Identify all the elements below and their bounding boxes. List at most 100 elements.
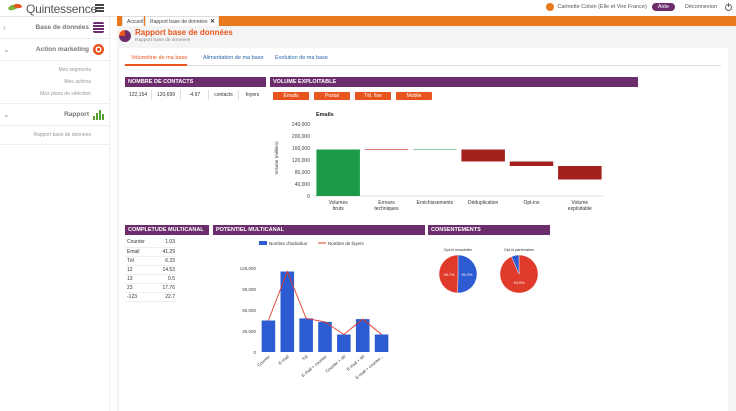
target-icon	[93, 44, 104, 55]
pie-partenaires-slice	[511, 254, 520, 275]
sidebar: › Base de données ⌄ Action marketing Mes…	[0, 17, 110, 411]
row-label: Counter	[125, 238, 155, 248]
row-label: 13	[125, 274, 155, 284]
bar	[280, 271, 295, 352]
y-tick-label: 0	[253, 350, 256, 355]
y-tick-label: 30,000	[242, 329, 256, 334]
y-tick-label: 120,000	[292, 158, 310, 164]
subtab-alimentation[interactable]: Alimentation de ma base	[203, 55, 264, 61]
consent-pies: Opt-in newsletter 49.7% 50.3% Opt-in parten…	[438, 248, 539, 294]
chevron-down-icon: ⌄	[3, 110, 10, 119]
waterfall-bar	[461, 149, 505, 162]
page-header: Rapport base de données Rapport base de …	[117, 26, 736, 46]
sidebar-item-action-marketing[interactable]: ⌄ Action marketing	[0, 39, 109, 61]
chip-emails[interactable]: Emails	[273, 92, 309, 100]
y-tick-label: 60,000	[242, 308, 256, 313]
table-row: 12 14.53	[125, 265, 177, 275]
contacts-values: 122,154 120,699 -4.97 contacts foyers	[125, 90, 266, 100]
panel-header-completude: COMPLETUDE MULTICANAL	[125, 225, 209, 235]
pie-title: Opt-in partenaires	[504, 248, 534, 252]
page-title: Rapport base de données	[135, 28, 233, 37]
pie-newsletter-slice	[438, 254, 459, 294]
potentiel-chart: Nombre d'individus Nombre de foyers 0 30,00…	[240, 241, 389, 380]
pie-label: 93.5%	[514, 281, 525, 285]
tab-rapport[interactable]: Rapport base de données ✕	[145, 16, 219, 26]
row-value: 0.5	[154, 274, 177, 284]
waterfall-bar	[558, 166, 602, 180]
sidebar-item-rapport[interactable]: ⌄ Rapport	[0, 104, 109, 126]
app-logo[interactable]: Quintessence	[6, 1, 97, 16]
y-tick-label: 40,000	[295, 182, 311, 188]
legend-label: Nombre d'individus	[269, 241, 308, 246]
x-tick-label: E-mail	[277, 354, 290, 366]
pie-label: 50.3%	[462, 273, 473, 277]
bar-chart-icon	[93, 109, 104, 120]
panel-header-volume: VOLUME EXPLOITABLE	[270, 77, 638, 87]
row-value: 41.29	[154, 247, 177, 257]
sidebar-item-label: Base de données	[35, 24, 89, 31]
x-tick-label: Enrichissements	[416, 200, 453, 206]
panel-header-consentements: CONSENTEMENTS	[428, 225, 550, 235]
report-card: Volumétrie de ma base Alimentation de ma…	[119, 48, 728, 411]
tab-accueil[interactable]: Accueil	[122, 16, 144, 26]
subtabs: Volumétrie de ma base Alimentation de ma…	[123, 52, 721, 66]
y-tick-label: 240,000	[292, 122, 310, 128]
legend-label: Nombre de foyers	[328, 241, 365, 246]
pie-label: 49.7%	[444, 273, 455, 277]
subtab-evolution[interactable]: Evolution de ma base	[275, 55, 328, 61]
sidebar-sublist-rapport: Rapport base de données	[0, 126, 109, 145]
x-tick-label: Erreurs	[378, 200, 395, 206]
row-label: Email	[125, 247, 155, 257]
legend-swatch	[259, 241, 267, 245]
contacts-value: foyers	[245, 92, 260, 98]
x-tick-label: Counter + tél	[324, 354, 346, 374]
x-tick-label: exploitable	[568, 206, 592, 212]
panel-header-contacts: NOMBRE DE CONTACTS	[125, 77, 266, 87]
sidebar-subitem-rapport-bdd[interactable]: Rapport base de données	[33, 132, 91, 138]
brand-name: Quintessence	[26, 1, 97, 16]
x-tick-label: Tél	[301, 354, 309, 362]
active-subtab-indicator	[125, 64, 187, 66]
chevron-down-icon: ⌄	[3, 45, 10, 54]
user-name[interactable]: Carinette Colvin (Elle et Vire France)	[557, 4, 647, 10]
table-row: Tél 6.33	[125, 256, 177, 266]
sidebar-subitem-segments[interactable]: Mes segments	[58, 67, 91, 73]
database-icon	[93, 22, 104, 33]
chevron-right-icon: ›	[3, 23, 6, 32]
contacts-value: contacts	[209, 90, 239, 100]
power-icon[interactable]	[725, 2, 732, 11]
y-tick-label: 80,000	[295, 170, 311, 176]
close-icon[interactable]: ✕	[209, 19, 215, 25]
sidebar-subitem-plans[interactable]: Mes plans de sélection	[40, 91, 91, 97]
pie-title: Opt-in newsletter	[444, 248, 473, 252]
row-label: Tél	[125, 256, 155, 266]
logo-icon	[6, 2, 24, 15]
sidebar-subitem-actions[interactable]: Mes actions	[64, 79, 91, 85]
chip-mobile[interactable]: Mobile	[396, 92, 432, 100]
y-tick-label: 200,000	[292, 134, 310, 140]
channel-filter: Emails Postal Tél. fixe Mobile	[273, 92, 432, 100]
row-label: 12	[125, 265, 155, 275]
breadcrumb: Rapport base de données	[135, 38, 191, 43]
row-value: 6.33	[154, 256, 177, 266]
x-tick-label: techniques	[374, 206, 399, 212]
x-tick-label: Counter	[256, 354, 271, 368]
user-avatar[interactable]	[546, 3, 555, 11]
pie-partenaires-slice	[499, 254, 539, 294]
menu-icon[interactable]	[95, 4, 104, 12]
sidebar-item-label: Rapport	[64, 111, 89, 118]
help-button[interactable]: Aide	[651, 3, 675, 11]
chip-postal[interactable]: Postal	[314, 92, 350, 100]
contacts-value: -4.97	[181, 90, 209, 100]
subtab-volumetrie[interactable]: Volumétrie de ma base	[131, 55, 188, 61]
table-row: 13 0.5	[125, 274, 177, 284]
chip-tel-fixe[interactable]: Tél. fixe	[355, 92, 391, 100]
y-tick-label: 0	[307, 194, 310, 200]
x-tick-label: Volume	[571, 200, 588, 206]
row-value: 1.03	[154, 238, 177, 248]
disconnect-link[interactable]: Déconnexion	[684, 4, 717, 10]
sidebar-item-base-de-donnees[interactable]: › Base de données	[0, 17, 109, 39]
waterfall-bar	[316, 149, 360, 196]
y-tick-label: 120,000	[240, 266, 257, 271]
pie-chart-icon	[119, 30, 131, 42]
